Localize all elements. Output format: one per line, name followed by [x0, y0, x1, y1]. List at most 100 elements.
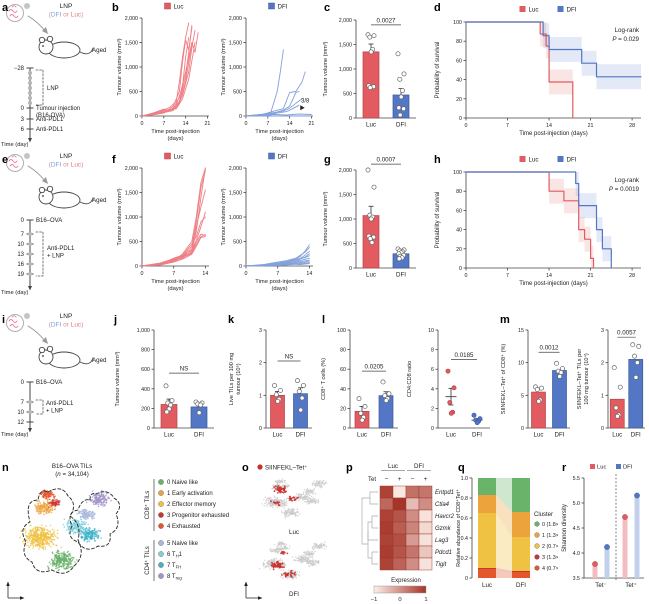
svg-text:NS: NS — [180, 366, 189, 373]
svg-text:P = 0.0019: P = 0.0019 — [609, 186, 640, 193]
svg-text:DFI: DFI — [278, 4, 288, 11]
svg-text:6: 6 — [431, 367, 434, 373]
svg-text:Time (day): Time (day) — [1, 432, 29, 438]
panel-label-l: l — [322, 314, 326, 326]
lollipop-shannon-diversity: 3.5 4.0 4.5 5.0 5.5 Luc DFI Tet⁻ Tet⁺ Shannon div… — [562, 464, 644, 589]
svg-text:20: 20 — [456, 247, 462, 253]
svg-text:0: 0 — [349, 266, 352, 272]
svg-text:Luc: Luc — [164, 432, 174, 439]
svg-text:0: 0 — [259, 426, 262, 432]
svg-text:0.0012: 0.0012 — [540, 345, 559, 352]
svg-text:Pdcd1: Pdcd1 — [435, 550, 452, 556]
svg-text:Time post-injection (days): Time post-injection (days) — [519, 131, 587, 137]
svg-text:2: 2 — [601, 361, 604, 367]
svg-text:13: 13 — [17, 252, 24, 258]
svg-text:Time post-injection: Time post-injection — [255, 129, 303, 135]
svg-text:0: 0 — [21, 380, 25, 386]
svg-text:1,000: 1,000 — [137, 328, 150, 334]
dot-plot-cd4-cd8-ratio: 0 2 4 6 8 10 Luc DFI 0.0185 CD4:CD8 ratio — [407, 328, 490, 439]
svg-text:Havcr2: Havcr2 — [435, 514, 454, 520]
svg-text:Expression: Expression — [391, 578, 421, 584]
panel-label-k: k — [228, 314, 235, 326]
svg-text:DFI: DFI — [414, 463, 424, 470]
svg-text:10: 10 — [17, 242, 24, 248]
svg-text:Entpd1: Entpd1 — [435, 490, 454, 496]
svg-text:tumour (10⁵): tumour (10⁵) — [235, 363, 242, 394]
svg-text:0: 0 — [459, 266, 462, 272]
svg-text:Time (day): Time (day) — [1, 142, 29, 148]
svg-text:3 (1.3×): 3 (1.3×) — [542, 555, 558, 561]
svg-text:Tumour volume (mm³): Tumour volume (mm³) — [323, 41, 329, 96]
svg-text:0: 0 — [398, 597, 401, 603]
svg-text:7: 7 — [162, 121, 165, 127]
svg-text:LNP: LNP — [60, 153, 73, 160]
svg-text:B16–OVA: B16–OVA — [36, 218, 62, 224]
svg-text:7: 7 — [506, 123, 509, 129]
svg-text:500: 500 — [129, 90, 138, 96]
svg-text:Luc: Luc — [529, 157, 539, 164]
svg-text:(days): (days) — [271, 136, 287, 142]
svg-text:B16–OVA TILs: B16–OVA TILs — [52, 463, 92, 470]
svg-text:14: 14 — [202, 271, 208, 277]
svg-text:8: 8 — [431, 348, 434, 354]
svg-text:800: 800 — [141, 348, 150, 354]
svg-text:Tumour volume (mm³): Tumour volume (mm³) — [117, 38, 123, 95]
svg-text:1 (1.3×): 1 (1.3×) — [542, 533, 558, 539]
svg-text:0.4: 0.4 — [461, 536, 468, 542]
svg-text:3: 3 — [259, 328, 262, 334]
panel-label-q: q — [458, 462, 465, 474]
svg-text:600: 600 — [141, 367, 150, 373]
svg-text:14: 14 — [183, 121, 189, 127]
svg-text:1,500: 1,500 — [229, 41, 242, 47]
svg-text:Time post-injection (days): Time post-injection (days) — [519, 281, 587, 287]
svg-text:7: 7 — [21, 400, 25, 406]
svg-text:SIINFEKL–Tet⁺: SIINFEKL–Tet⁺ — [265, 464, 307, 471]
svg-text:80: 80 — [456, 39, 462, 45]
svg-text:4: 4 — [431, 387, 434, 393]
svg-text:0: 0 — [521, 426, 524, 432]
svg-text:0: 0 — [21, 218, 25, 224]
svg-text:100: 100 — [337, 328, 346, 334]
svg-text:0: 0 — [465, 123, 468, 129]
svg-text:4 Exhausted: 4 Exhausted — [167, 524, 200, 530]
umap-til-clusters: B16–OVA TILs(n = 34,104) 0 Naive like 1 Ea… — [6, 463, 229, 600]
schematic-til-analysis: LNP (DFI or Luc) Aged 0 B16–OVA 7 10 12 Anti-PDL… — [1, 313, 107, 438]
panel-label-f: f — [112, 154, 116, 166]
svg-text:SIINFEKL–Tet⁺ of CD8⁺ (%): SIINFEKL–Tet⁺ of CD8⁺ (%) — [500, 344, 507, 415]
svg-text:60: 60 — [340, 367, 346, 373]
svg-text:Luc: Luc — [482, 582, 492, 589]
svg-text:Tumour volume (mm³): Tumour volume (mm³) — [115, 351, 121, 406]
svg-text:0.6: 0.6 — [461, 516, 468, 522]
svg-text:DFI: DFI — [472, 432, 482, 439]
panel-label-j: j — [114, 314, 118, 326]
svg-text:1: 1 — [601, 393, 604, 399]
svg-text:15: 15 — [518, 328, 524, 334]
svg-text:Luc: Luc — [366, 272, 376, 279]
svg-text:0: 0 — [601, 426, 604, 432]
survival-curve-prophylactic: 0 20 40 60 80 100 0 7 14 21 28 Luc DFI Log-rank P = 0.… — [435, 6, 642, 137]
svg-text:1,000: 1,000 — [125, 215, 138, 221]
svg-text:0: 0 — [465, 576, 468, 582]
panel-label-g: g — [324, 154, 331, 166]
svg-text:7: 7 — [266, 121, 269, 127]
svg-text:7: 7 — [172, 271, 175, 277]
svg-text:1: 1 — [259, 393, 262, 399]
svg-text:1,000: 1,000 — [229, 215, 242, 221]
svg-text:80: 80 — [340, 348, 346, 354]
svg-text:Time post-injection: Time post-injection — [255, 279, 303, 285]
svg-text:2,000: 2,000 — [125, 16, 138, 22]
svg-text:Shannon diversity: Shannon diversity — [562, 504, 568, 552]
svg-text:DFI: DFI — [396, 272, 406, 279]
panel-label-p: p — [346, 462, 353, 474]
svg-text:SIINFEKL–Tet⁺ TILs per: SIINFEKL–Tet⁺ TILs per — [576, 349, 583, 410]
svg-text:0 Naive like: 0 Naive like — [167, 480, 199, 486]
svg-text:+: + — [424, 476, 428, 483]
svg-text:Time (day): Time (day) — [1, 290, 29, 296]
svg-text:DFI: DFI — [567, 7, 577, 14]
svg-text:40: 40 — [456, 228, 462, 234]
svg-text:Tumour volume (mm³): Tumour volume (mm³) — [323, 191, 329, 246]
svg-text:12: 12 — [17, 420, 24, 426]
svg-text:1: 1 — [424, 597, 427, 603]
bar-chart-live-tils: 0 1 2 3 Luc DFI NS Live TILs per 100 mg tumour (… — [229, 328, 312, 439]
